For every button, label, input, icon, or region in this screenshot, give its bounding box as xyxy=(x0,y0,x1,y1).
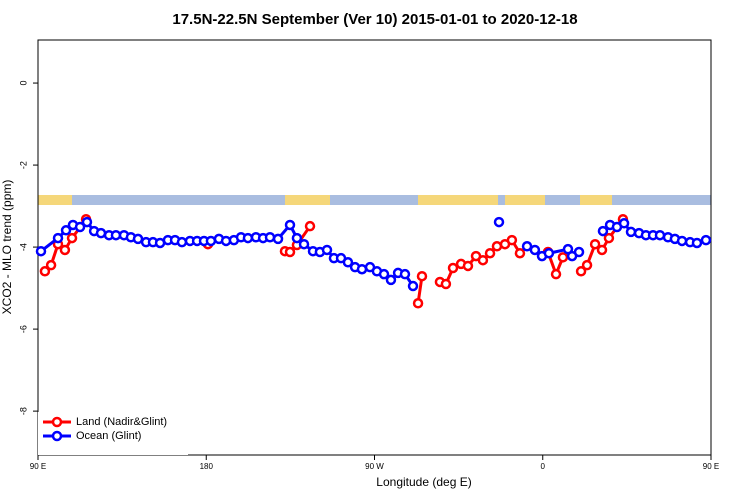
point xyxy=(506,234,518,246)
point xyxy=(176,236,188,248)
point xyxy=(654,229,666,241)
point xyxy=(284,246,296,258)
x-tick-label: 0 xyxy=(541,462,546,471)
point xyxy=(45,259,57,271)
point xyxy=(603,232,615,244)
point xyxy=(529,244,541,256)
point xyxy=(242,232,254,244)
point xyxy=(440,278,452,290)
x-tick-label: 90 W xyxy=(365,462,384,471)
point xyxy=(378,268,390,280)
chart-title: 17.5N-22.5N September (Ver 10) 2015-01-0… xyxy=(172,11,577,28)
point xyxy=(284,219,296,231)
y-tick-label: 0 xyxy=(18,81,28,86)
point xyxy=(407,280,419,292)
point xyxy=(272,233,284,245)
point xyxy=(589,238,601,250)
x-tick-label: 90 E xyxy=(703,462,719,471)
point xyxy=(412,298,424,309)
y-axis-label: XCO2 - MLO trend (ppm) xyxy=(0,180,14,315)
point xyxy=(264,231,276,243)
legend-label: Ocean (Glint) xyxy=(76,430,141,442)
y-tick-label: -8 xyxy=(18,407,28,415)
point xyxy=(493,216,505,228)
point xyxy=(625,226,637,238)
point xyxy=(521,241,533,252)
x-tick-label: 90 E xyxy=(30,462,46,471)
point xyxy=(416,270,428,282)
legend-label: Land (Nadir&Glint) xyxy=(76,416,167,428)
point xyxy=(385,274,397,286)
point xyxy=(81,216,93,228)
point xyxy=(321,244,333,256)
point xyxy=(304,220,316,232)
y-tick-label: -4 xyxy=(18,243,28,251)
point xyxy=(205,235,217,247)
point xyxy=(52,232,64,244)
x-axis-label: Longitude (deg E) xyxy=(376,475,471,489)
legend xyxy=(38,412,188,455)
point xyxy=(596,244,608,256)
point xyxy=(573,246,585,258)
point xyxy=(132,233,144,245)
point xyxy=(550,268,562,280)
point xyxy=(700,234,712,246)
point xyxy=(581,259,593,271)
point xyxy=(462,260,474,272)
point xyxy=(35,245,47,257)
point xyxy=(484,247,496,259)
point xyxy=(39,266,51,277)
point xyxy=(60,225,72,236)
point xyxy=(298,238,310,250)
point xyxy=(399,268,411,280)
point xyxy=(342,257,354,268)
point xyxy=(59,244,71,256)
point xyxy=(66,232,78,244)
point xyxy=(543,247,555,259)
point xyxy=(557,252,569,263)
y-tick-label: -2 xyxy=(18,161,28,169)
legend-marker xyxy=(51,416,63,428)
point xyxy=(618,218,630,229)
point xyxy=(356,263,368,275)
point xyxy=(514,247,526,259)
point xyxy=(491,241,503,252)
legend-marker xyxy=(51,430,63,442)
point xyxy=(597,225,609,237)
point xyxy=(676,235,688,247)
y-tick-label: -6 xyxy=(18,325,28,333)
point xyxy=(477,254,489,266)
point xyxy=(691,237,703,249)
point xyxy=(447,262,459,274)
x-tick-label: 180 xyxy=(200,462,214,471)
point xyxy=(291,232,303,244)
point xyxy=(74,221,86,233)
point xyxy=(575,266,587,277)
point xyxy=(95,227,107,239)
map-strip xyxy=(38,195,711,205)
